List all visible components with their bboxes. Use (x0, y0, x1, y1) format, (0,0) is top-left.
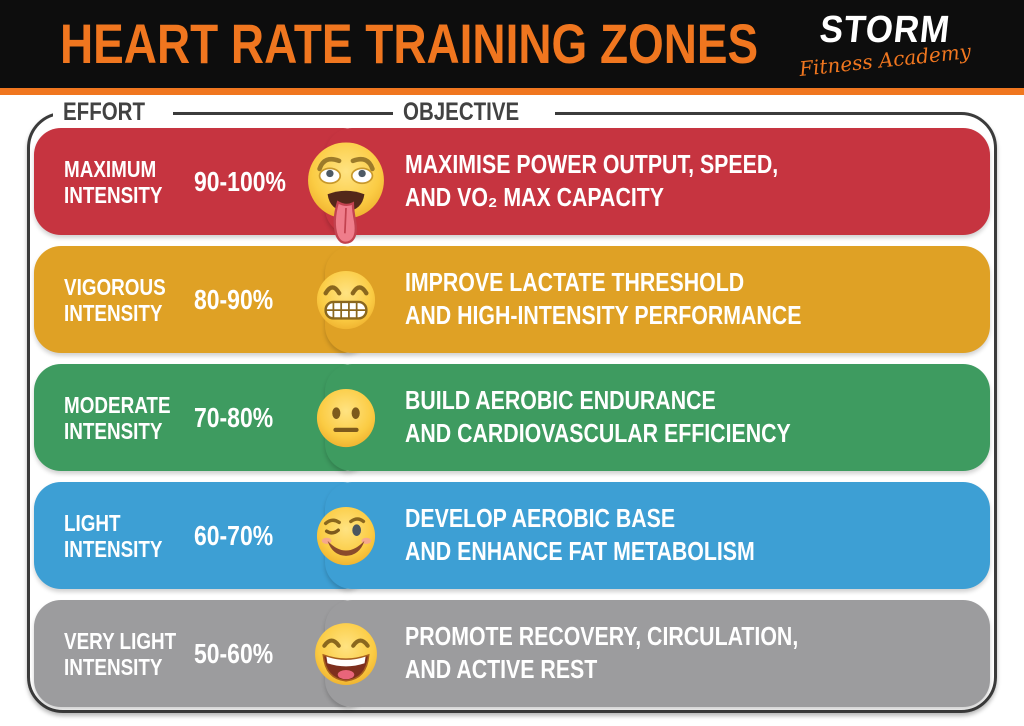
zone-name: MODERATE INTENSITY (64, 391, 171, 444)
header: HEART RATE TRAINING ZONES STORM Fitness … (0, 0, 1024, 88)
winking-face-icon (315, 505, 377, 567)
zone-objective-text: MAXIMISE POWER OUTPUT, SPEED, AND VO₂ MAX… (405, 148, 779, 213)
brand-logo: STORM Fitness Academy (780, 9, 990, 81)
zone-name: VIGOROUS INTENSITY (64, 273, 166, 326)
zone-row: LIGHT INTENSITY 60-70% DEVELOP AEROBIC BA… (34, 482, 990, 589)
zone-name: VERY LIGHT INTENSITY (64, 627, 177, 680)
exhausted-face-icon (305, 139, 388, 254)
zone-heart-rate-range: 80-90% (194, 283, 274, 315)
zone-heart-rate-range: 50-60% (194, 637, 274, 669)
zone-objective-pill (325, 128, 990, 235)
zone-objective-pill (325, 364, 990, 471)
zone-row: MODERATE INTENSITY 70-80% BUILD AEROBIC E… (34, 364, 990, 471)
zone-objective-text: IMPROVE LACTATE THRESHOLD AND HIGH-INTENS… (405, 266, 802, 331)
zone-heart-rate-range: 90-100% (194, 165, 286, 197)
zone-row: VERY LIGHT INTENSITY 50-60% PROMOTE RECOV… (34, 600, 990, 707)
accent-strip (0, 88, 1024, 95)
zone-effort-pill (34, 482, 370, 589)
zone-objective-text: DEVELOP AEROBIC BASE AND ENHANCE FAT META… (405, 502, 755, 567)
zone-name: LIGHT INTENSITY (64, 509, 163, 562)
zone-effort-pill (34, 600, 370, 707)
zone-heart-rate-range: 70-80% (194, 401, 274, 433)
zone-objective-text: BUILD AEROBIC ENDURANCE AND CARDIOVASCULA… (405, 384, 791, 449)
content-area: EFFORT OBJECTIVE MAXIMUM INTENSITY 90-100… (0, 95, 1024, 726)
zone-name: MAXIMUM INTENSITY (64, 155, 163, 208)
zones-list: MAXIMUM INTENSITY 90-100% MAXIMISE POWER … (34, 128, 990, 707)
zone-objective-pill (325, 482, 990, 589)
zone-objective-pill (325, 600, 990, 707)
zone-heart-rate-range: 60-70% (194, 519, 274, 551)
page-title: HEART RATE TRAINING ZONES (60, 12, 759, 75)
zone-effort-pill (34, 364, 370, 471)
zone-row: VIGOROUS INTENSITY 80-90% IMPROVE LACTATE… (34, 246, 990, 353)
zone-effort-pill (34, 246, 370, 353)
zone-objective-text: PROMOTE RECOVERY, CIRCULATION, AND ACTIVE… (405, 620, 799, 685)
grimacing-face-icon (315, 269, 377, 331)
column-label-effort: EFFORT (53, 99, 173, 125)
neutral-face-icon (315, 387, 377, 449)
column-label-objective: OBJECTIVE (393, 99, 555, 125)
zone-row: MAXIMUM INTENSITY 90-100% MAXIMISE POWER … (34, 128, 990, 235)
zone-objective-pill (325, 246, 990, 353)
laughing-face-icon (313, 621, 379, 687)
